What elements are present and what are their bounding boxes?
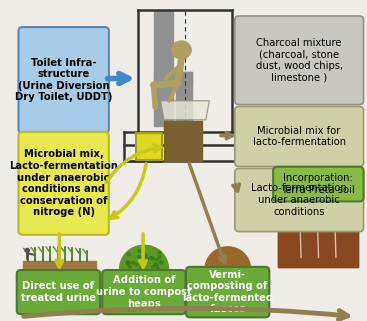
Circle shape (141, 262, 144, 265)
FancyBboxPatch shape (186, 267, 269, 317)
Bar (23, 261, 96, 269)
Circle shape (127, 261, 130, 264)
Bar (153, 72, 192, 86)
Text: Addition of
urine to compost
heaps: Addition of urine to compost heaps (96, 275, 192, 309)
Circle shape (151, 257, 154, 260)
Circle shape (158, 256, 161, 258)
FancyBboxPatch shape (235, 16, 364, 105)
Circle shape (156, 267, 159, 269)
Circle shape (138, 256, 141, 258)
Circle shape (135, 263, 138, 266)
Bar (279, 199, 358, 267)
Text: Incorporation:
Terra Preta soil: Incorporation: Terra Preta soil (281, 173, 355, 195)
Circle shape (151, 257, 154, 260)
FancyBboxPatch shape (235, 169, 364, 231)
FancyBboxPatch shape (17, 270, 100, 314)
Circle shape (160, 261, 163, 264)
Bar (153, 10, 173, 126)
Circle shape (154, 263, 157, 265)
Circle shape (143, 253, 146, 256)
Circle shape (145, 254, 147, 257)
Text: Toilet Infra-
structure
(Urine Diversion
Dry Toilet, UDDT): Toilet Infra- structure (Urine Diversion… (15, 58, 112, 102)
Bar (279, 209, 358, 230)
Circle shape (150, 257, 152, 259)
Circle shape (138, 250, 141, 252)
Polygon shape (205, 247, 251, 269)
Polygon shape (120, 245, 168, 269)
Circle shape (156, 258, 158, 261)
Bar (279, 230, 358, 267)
Text: Lacto-fermentation
under anaerobic
conditions: Lacto-fermentation under anaerobic condi… (251, 183, 347, 217)
Bar (164, 121, 202, 161)
Circle shape (126, 261, 129, 263)
FancyBboxPatch shape (18, 27, 109, 133)
Circle shape (127, 253, 130, 256)
FancyBboxPatch shape (235, 107, 364, 167)
Circle shape (172, 41, 191, 59)
Circle shape (132, 262, 135, 264)
Circle shape (140, 261, 143, 263)
Circle shape (140, 265, 142, 268)
Circle shape (145, 260, 148, 263)
Text: Charcoal mixture
(charcoal, stone
dust, wood chips,
limestone ): Charcoal mixture (charcoal, stone dust, … (255, 38, 343, 82)
Circle shape (138, 256, 141, 258)
Circle shape (146, 258, 149, 260)
Polygon shape (160, 101, 209, 120)
Circle shape (128, 265, 131, 268)
Text: Vermi-
composting of
lacto-fermented
faeces: Vermi- composting of lacto-fermented fae… (182, 270, 273, 315)
FancyBboxPatch shape (273, 167, 364, 201)
Circle shape (143, 256, 146, 258)
Text: Direct use of
treated urine: Direct use of treated urine (21, 281, 96, 303)
Text: Microbial mix for
lacto-fermentation: Microbial mix for lacto-fermentation (252, 126, 346, 147)
FancyBboxPatch shape (18, 132, 109, 235)
FancyBboxPatch shape (102, 270, 186, 314)
Text: Microbial mix,
Lacto-fermentation
under anaerobic
conditions and
conservation of: Microbial mix, Lacto-fermentation under … (9, 149, 118, 217)
Circle shape (126, 262, 129, 265)
FancyBboxPatch shape (136, 134, 162, 160)
Circle shape (159, 261, 161, 264)
Circle shape (25, 248, 29, 252)
Circle shape (158, 251, 161, 254)
Circle shape (156, 264, 158, 267)
Bar (176, 72, 192, 126)
Circle shape (152, 266, 155, 268)
